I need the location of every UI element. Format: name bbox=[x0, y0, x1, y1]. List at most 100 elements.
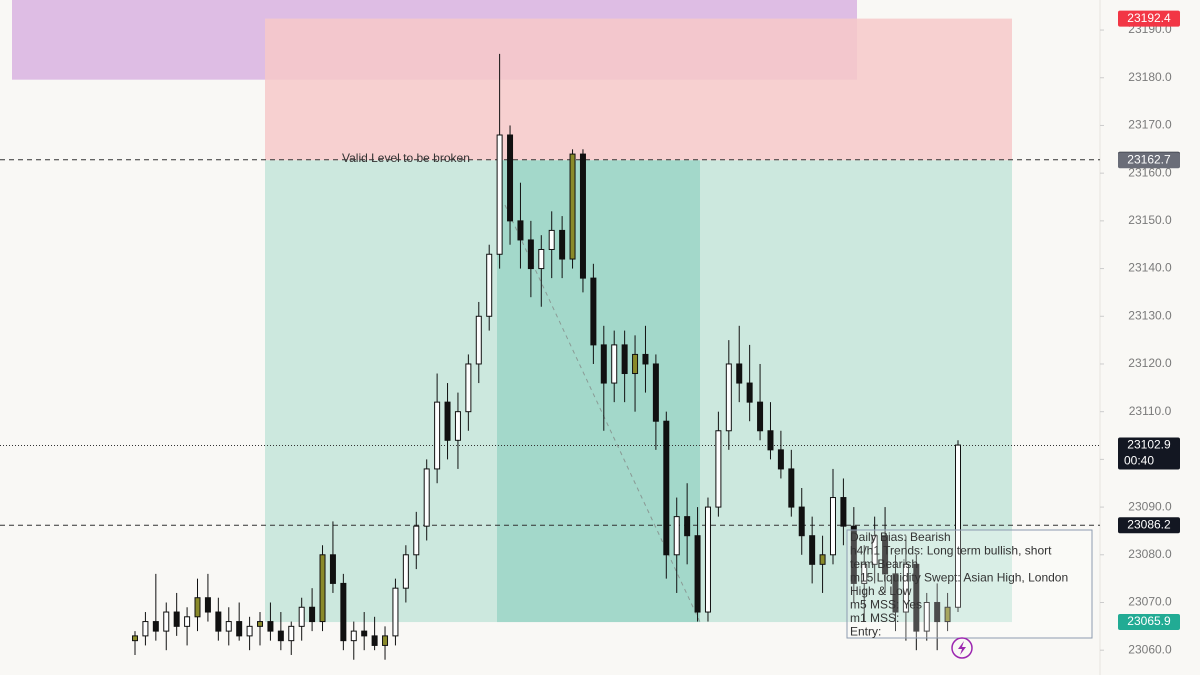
candle-body bbox=[423, 468, 430, 527]
candle-body bbox=[371, 635, 378, 646]
candle-body bbox=[434, 401, 441, 470]
candle-body bbox=[621, 344, 628, 375]
candle-body bbox=[559, 229, 566, 260]
note-line: Daily Bias: Bearish bbox=[850, 530, 951, 544]
candle-body bbox=[704, 506, 711, 613]
candle-body bbox=[798, 506, 805, 537]
candle-body bbox=[225, 621, 232, 632]
alert-bolt bbox=[958, 641, 966, 655]
levels bbox=[0, 159, 1100, 526]
candle-body bbox=[642, 353, 649, 365]
candle-body bbox=[725, 363, 732, 432]
alert-icon[interactable] bbox=[951, 637, 973, 659]
candle-body bbox=[840, 497, 847, 527]
countdown: 00:40 bbox=[1124, 454, 1154, 468]
y-tick-label: 23080.0 bbox=[1128, 547, 1172, 561]
candle-body bbox=[152, 621, 159, 632]
candle-body bbox=[819, 554, 826, 565]
candle-body bbox=[236, 621, 243, 637]
candle-body bbox=[392, 587, 399, 637]
candle-body bbox=[277, 630, 284, 642]
candle-body bbox=[173, 611, 180, 627]
candle-body bbox=[579, 153, 586, 279]
candle-body bbox=[309, 606, 316, 623]
price-label: 23065.9 bbox=[1127, 614, 1171, 628]
candle-body bbox=[486, 253, 493, 317]
y-tick-label: 23160.0 bbox=[1128, 165, 1172, 179]
candle-body bbox=[246, 625, 253, 637]
note-line: term Bearish bbox=[850, 557, 918, 571]
candle-body bbox=[454, 411, 461, 441]
candle-body bbox=[548, 229, 555, 250]
candle-body bbox=[694, 535, 701, 613]
candle-body bbox=[184, 616, 191, 627]
candle-body bbox=[361, 630, 368, 637]
y-tick-label: 23140.0 bbox=[1128, 261, 1172, 275]
price-label: 23086.2 bbox=[1127, 517, 1171, 531]
candle-body bbox=[538, 248, 545, 270]
candle-body bbox=[288, 625, 295, 642]
price-label-bg bbox=[1118, 437, 1180, 470]
price-label-bg bbox=[1118, 517, 1180, 534]
candle-body bbox=[194, 597, 201, 618]
candles bbox=[132, 53, 961, 660]
candle-body bbox=[465, 363, 472, 413]
candle-body bbox=[142, 621, 149, 637]
candle-body bbox=[829, 497, 836, 556]
candle-body bbox=[163, 611, 170, 632]
candle-body bbox=[652, 363, 659, 422]
candle-body bbox=[517, 220, 524, 241]
candle-body bbox=[882, 535, 889, 575]
note-line: Entry: bbox=[850, 625, 881, 639]
candle-body bbox=[267, 621, 274, 632]
price-label: 23162.7 bbox=[1127, 152, 1171, 166]
candle-body bbox=[475, 315, 482, 365]
candle-body bbox=[496, 134, 503, 255]
candle-body bbox=[632, 353, 639, 375]
candle-body bbox=[402, 554, 409, 589]
candle-body bbox=[736, 363, 743, 384]
y-tick-label: 23070.0 bbox=[1128, 595, 1172, 609]
candle-body bbox=[861, 563, 868, 584]
candle-body bbox=[809, 535, 816, 565]
candle-body bbox=[850, 525, 857, 584]
candle-body bbox=[444, 401, 451, 441]
candle-body bbox=[757, 401, 764, 432]
candle-body bbox=[767, 430, 774, 451]
y-tick-label: 23130.0 bbox=[1128, 308, 1172, 322]
candle-body bbox=[673, 516, 680, 556]
price-label-bg bbox=[1118, 152, 1180, 169]
zone bbox=[265, 18, 1012, 161]
candle-body bbox=[600, 344, 607, 384]
candle-body bbox=[507, 134, 514, 222]
candle-body bbox=[871, 535, 878, 565]
candle-body bbox=[257, 621, 264, 627]
y-tick-label: 23170.0 bbox=[1128, 118, 1172, 132]
note-line: High & Low bbox=[850, 584, 912, 598]
candle-body bbox=[944, 606, 951, 623]
candle-body bbox=[913, 563, 920, 632]
candle-body bbox=[413, 525, 420, 556]
candle-body bbox=[215, 611, 222, 632]
candle-body bbox=[684, 516, 691, 537]
y-tick-label: 23110.0 bbox=[1129, 404, 1172, 418]
candle-body bbox=[788, 468, 795, 508]
candle-body bbox=[569, 153, 576, 260]
candle-body bbox=[350, 630, 357, 642]
candle-body bbox=[298, 606, 305, 627]
note-line: m5 MSS: Yes bbox=[850, 598, 922, 612]
candle-body bbox=[204, 597, 211, 613]
candle-body bbox=[923, 601, 930, 632]
candle-body bbox=[132, 635, 138, 642]
candle-body bbox=[527, 239, 534, 270]
candle-body bbox=[382, 635, 389, 646]
candle-body bbox=[902, 563, 909, 613]
zone bbox=[497, 160, 700, 623]
candle-body bbox=[892, 573, 899, 613]
candle-body bbox=[715, 430, 722, 508]
candle-body bbox=[319, 554, 326, 623]
candle-body bbox=[746, 382, 753, 403]
price-label-bg bbox=[1118, 614, 1180, 631]
candle-body bbox=[340, 582, 347, 642]
